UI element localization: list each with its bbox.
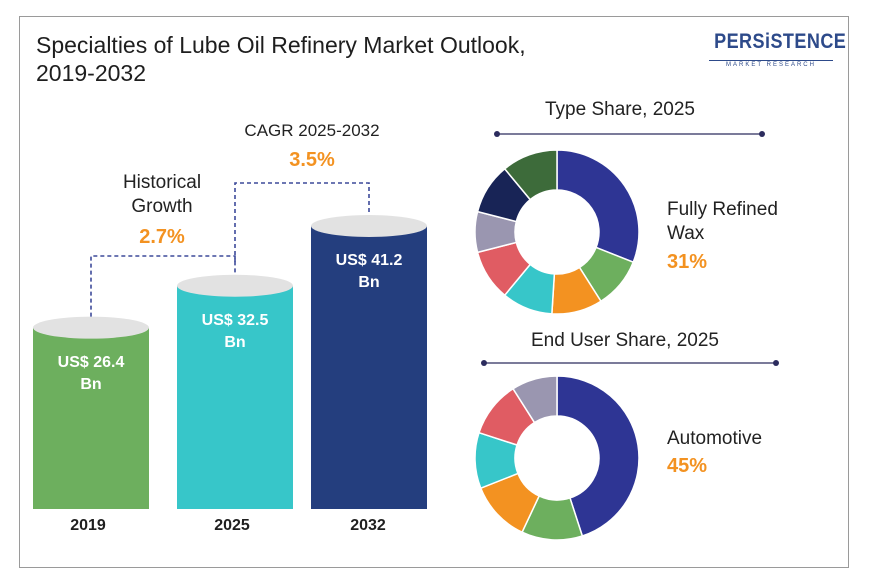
bar-value-label-2025: US$ 32.5 Bn (201, 311, 269, 351)
end-user-highlight-label: Automotive (667, 428, 763, 449)
bar-2025 (177, 285, 293, 509)
historical-growth-value: 2.7% (139, 226, 185, 248)
type-share-highlight-value: 31% (667, 251, 708, 273)
end-user-title-rule-dot-right (773, 360, 779, 366)
end-user-share-title: End User Share, 2025 (530, 330, 719, 351)
bar-2019 (33, 327, 149, 509)
bar-value-label-2032: US$ 41.2 Bn (335, 252, 403, 291)
bar-2032 (311, 226, 427, 509)
chart-title-line2: 2019-2032 (36, 60, 146, 86)
x-tick-label-2025: 2025 (214, 517, 250, 534)
infographic-frame (19, 16, 849, 568)
type-share-slice-8 (503, 149, 558, 201)
type-share-title-rule-dot-right (759, 131, 765, 137)
bar-top-cap-2019 (33, 316, 149, 339)
historical-growth-connector (90, 255, 236, 317)
cagr-label: CAGR 2025-2032 (244, 121, 380, 140)
chart-title: Specialties of Lube Oil Refinery Market … (36, 31, 526, 87)
persistence-logo: PERSiSTENCE MARKET RESEARCH (703, 26, 847, 72)
type-share-highlight-label: Fully Refined Wax (667, 199, 778, 244)
end-user-title-rule-dot-left (481, 360, 487, 366)
historical-growth-label: Historical Growth (122, 172, 202, 217)
chart-title-line1: Specialties of Lube Oil Refinery Market … (36, 32, 526, 58)
bar-value-label-2019: US$ 26.4 Bn (57, 353, 125, 393)
logo-rule (709, 60, 833, 61)
end-user-highlight-value: 45% (667, 455, 708, 477)
type-share-title-rule-dot-left (494, 131, 500, 137)
bar-top-cap-2032 (311, 215, 427, 237)
end-user-share-slice-1 (556, 375, 640, 537)
logo-tagline: MARKET RESEARCH (703, 62, 839, 68)
x-tick-label-2032: 2032 (350, 517, 386, 534)
end-user-share-slice-6 (512, 375, 558, 424)
cagr-value: 3.5% (289, 149, 335, 171)
type-share-slice-1 (556, 149, 640, 264)
type-share-title: Type Share, 2025 (545, 99, 695, 120)
x-tick-label-2019: 2019 (70, 517, 106, 534)
logo-wordmark: PERSiSTENCE (714, 30, 847, 53)
bar-top-cap-2025 (177, 274, 293, 297)
